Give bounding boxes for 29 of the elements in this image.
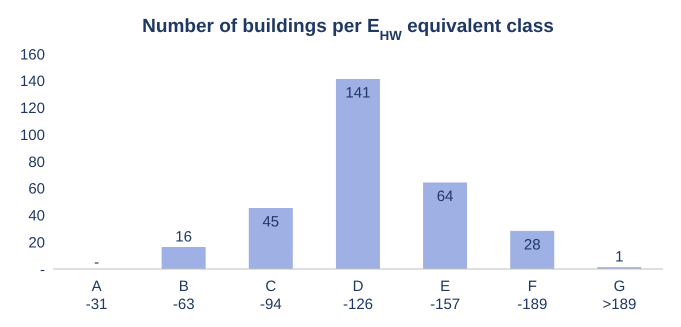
x-tick-label: A -31 xyxy=(86,278,108,313)
y-tick-label: 100 xyxy=(20,126,45,144)
y-tick-label: 120 xyxy=(20,100,45,118)
data-label: - xyxy=(94,254,100,271)
bar xyxy=(162,247,206,269)
bar xyxy=(423,182,468,269)
data-label: 28 xyxy=(524,236,541,254)
x-tick-label: E -157 xyxy=(430,278,460,313)
y-tick-label: 160 xyxy=(20,46,45,64)
data-label: 141 xyxy=(345,84,370,102)
y-tick-label: 40 xyxy=(28,208,45,225)
y-tick-label: 20 xyxy=(28,234,45,252)
x-tick-label: C -94 xyxy=(260,278,282,313)
x-tick-label: B -63 xyxy=(172,278,195,313)
data-label: 16 xyxy=(175,228,192,246)
data-label: 64 xyxy=(436,188,454,205)
data-label: 45 xyxy=(262,214,280,231)
y-tick-label: - xyxy=(40,261,45,278)
y-tick-label: 80 xyxy=(28,154,45,171)
chart-title: Number of buildings per E$_{HW}$ equivalent class xyxy=(142,16,554,42)
x-tick-label: F -189 xyxy=(517,278,548,313)
x-tick-label: D -126 xyxy=(342,278,374,313)
y-tick-label: 60 xyxy=(28,180,45,198)
x-tick-label: G >189 xyxy=(602,278,636,313)
bar xyxy=(510,230,554,269)
bar xyxy=(336,79,380,269)
bar xyxy=(248,208,293,269)
data-label: 1 xyxy=(615,248,624,266)
y-tick-label: 140 xyxy=(20,73,45,90)
